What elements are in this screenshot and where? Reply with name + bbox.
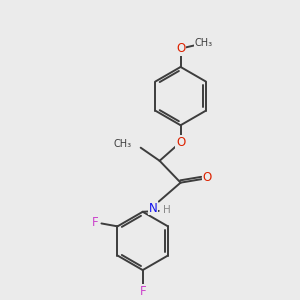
Text: H: H <box>163 205 171 215</box>
Text: O: O <box>176 136 185 148</box>
Text: CH₃: CH₃ <box>195 38 213 48</box>
Text: O: O <box>176 42 185 55</box>
Text: F: F <box>140 285 146 298</box>
Text: O: O <box>203 171 212 184</box>
Text: N: N <box>148 202 157 214</box>
Text: F: F <box>92 216 99 230</box>
Text: CH₃: CH₃ <box>114 139 132 149</box>
